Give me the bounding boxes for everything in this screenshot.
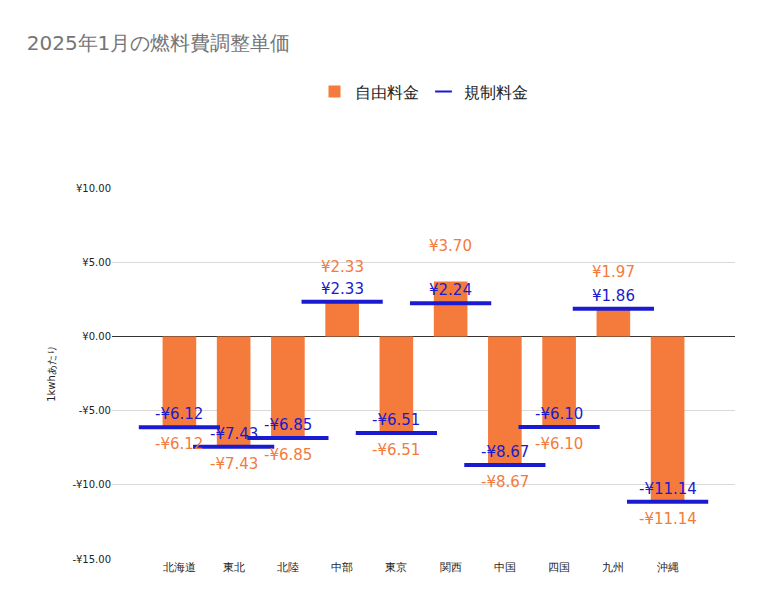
svg-text:-¥15.00: -¥15.00 bbox=[72, 554, 111, 565]
svg-text:-¥6.12: -¥6.12 bbox=[155, 405, 203, 423]
svg-text:¥10.00: ¥10.00 bbox=[76, 183, 111, 194]
svg-text:¥5.00: ¥5.00 bbox=[82, 257, 111, 268]
svg-text:-¥6.10: -¥6.10 bbox=[535, 435, 583, 453]
svg-text:-¥10.00: -¥10.00 bbox=[72, 479, 111, 490]
svg-text:-¥6.51: -¥6.51 bbox=[372, 441, 420, 459]
svg-text:-¥8.67: -¥8.67 bbox=[481, 473, 529, 491]
svg-text:¥0.00: ¥0.00 bbox=[82, 331, 111, 342]
svg-text:九州: 九州 bbox=[602, 561, 624, 574]
svg-text:東京: 東京 bbox=[385, 561, 407, 574]
svg-text:¥2.33: ¥2.33 bbox=[321, 258, 364, 276]
svg-text:関西: 関西 bbox=[440, 561, 462, 574]
svg-text:-¥6.51: -¥6.51 bbox=[372, 411, 420, 429]
svg-text:-¥6.10: -¥6.10 bbox=[535, 405, 583, 423]
svg-text:北陸: 北陸 bbox=[277, 561, 299, 574]
svg-text:¥3.70: ¥3.70 bbox=[429, 237, 472, 255]
svg-text:-¥11.14: -¥11.14 bbox=[639, 480, 697, 498]
svg-text:東北: 東北 bbox=[223, 561, 245, 574]
svg-text:¥2.24: ¥2.24 bbox=[429, 281, 472, 299]
svg-text:-¥7.43: -¥7.43 bbox=[210, 425, 258, 443]
svg-text:¥1.86: ¥1.86 bbox=[592, 287, 635, 305]
svg-text:1kwhあたり: 1kwhあたり bbox=[46, 345, 57, 402]
svg-text:-¥8.67: -¥8.67 bbox=[481, 443, 529, 461]
svg-text:-¥11.14: -¥11.14 bbox=[639, 510, 697, 528]
svg-text:自由料金: 自由料金 bbox=[355, 83, 419, 102]
svg-text:-¥6.85: -¥6.85 bbox=[264, 446, 312, 464]
svg-text:規制料金: 規制料金 bbox=[464, 83, 528, 102]
svg-text:¥1.97: ¥1.97 bbox=[592, 263, 635, 281]
svg-text:中部: 中部 bbox=[331, 561, 353, 574]
svg-text:-¥6.85: -¥6.85 bbox=[264, 416, 312, 434]
svg-text:2025年1月の燃料費調整単価: 2025年1月の燃料費調整単価 bbox=[27, 31, 291, 55]
svg-text:¥2.33: ¥2.33 bbox=[321, 280, 364, 298]
svg-text:北海道: 北海道 bbox=[163, 561, 196, 574]
svg-text:-¥5.00: -¥5.00 bbox=[79, 405, 111, 416]
svg-text:-¥6.12: -¥6.12 bbox=[155, 435, 203, 453]
svg-text:中国: 中国 bbox=[494, 561, 516, 574]
svg-text:-¥7.43: -¥7.43 bbox=[210, 455, 258, 473]
svg-text:四国: 四国 bbox=[548, 561, 570, 574]
svg-text:沖縄: 沖縄 bbox=[657, 561, 679, 574]
